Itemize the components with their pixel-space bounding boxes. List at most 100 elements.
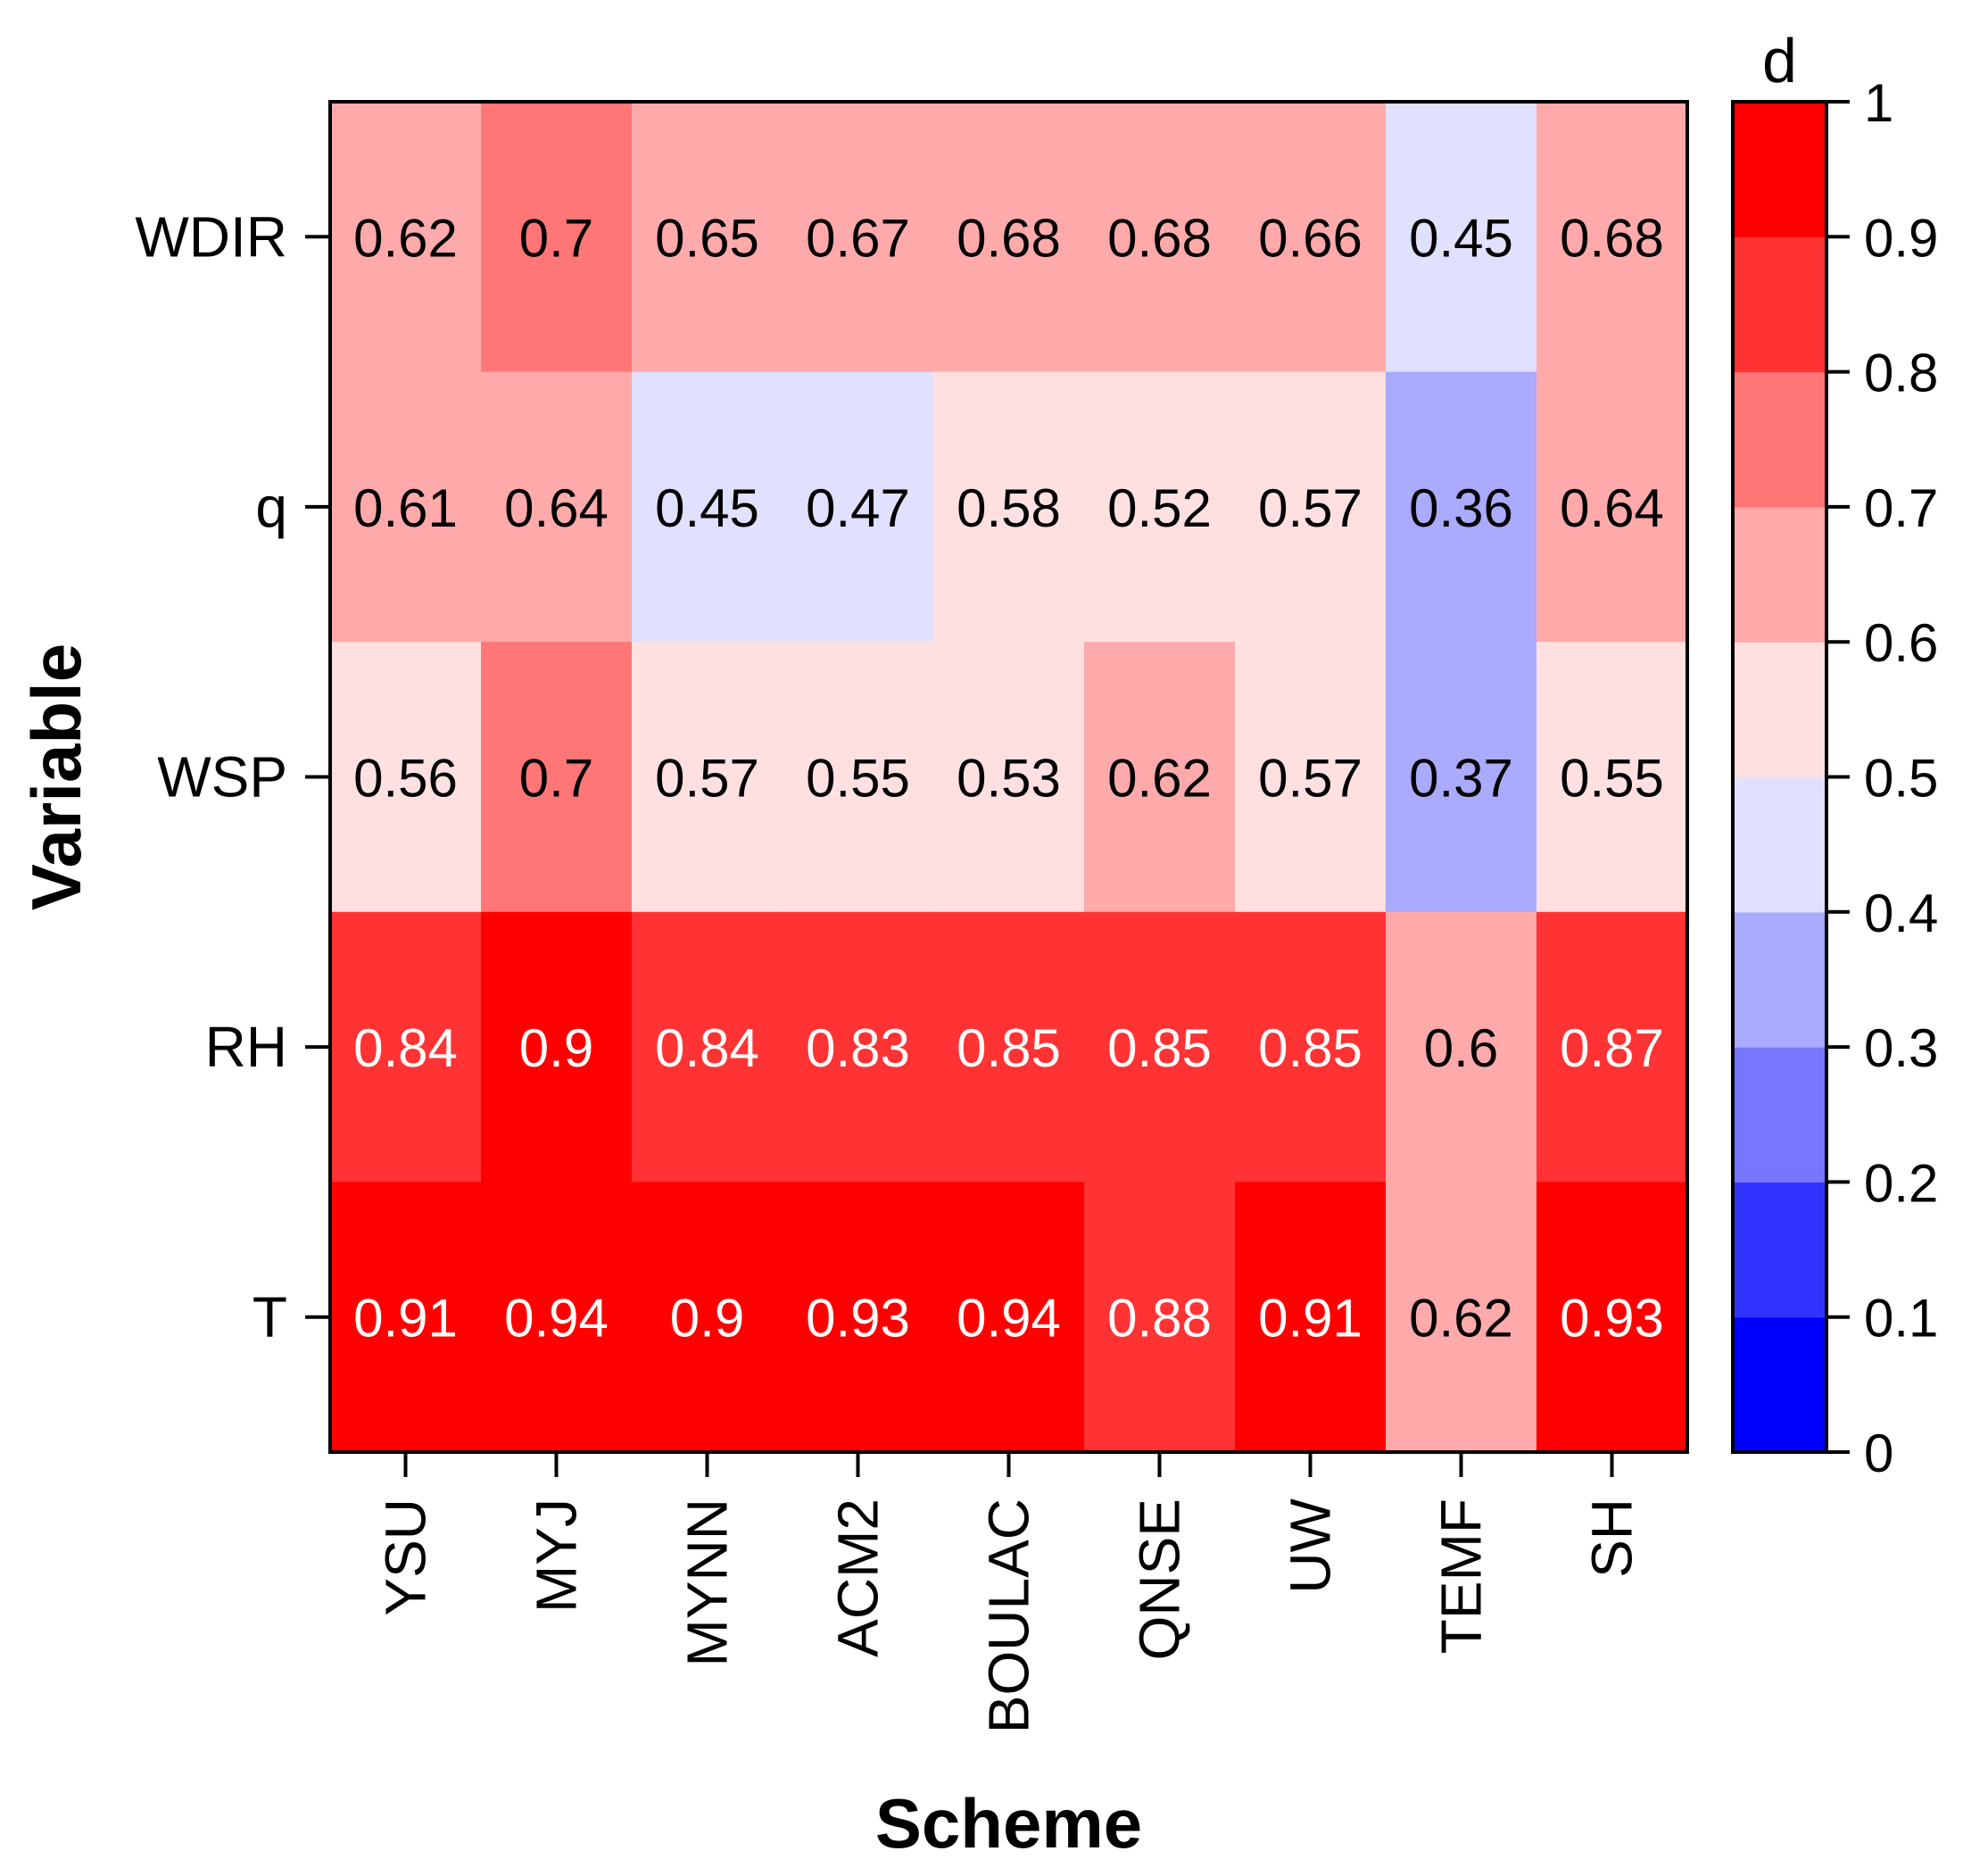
colorbar-bin [1733, 237, 1826, 373]
colorbar-tick-label: 0.7 [1864, 478, 1938, 538]
x-tick-label: MYJ [525, 1498, 589, 1613]
cell-value-label: 0.55 [806, 749, 910, 809]
heatmap-cell-labels: 0.62 0.7 0.65 0.67 0.68 0.68 0.66 0.45 0.68 0.61 0… [353, 208, 1664, 1348]
cell-value-label: 0.83 [806, 1018, 910, 1078]
colorbar [1733, 102, 1826, 1453]
heatmap-cell [1235, 371, 1387, 643]
cell-value-label: 0.88 [1107, 1289, 1212, 1349]
colorbar-bin [1733, 1182, 1826, 1318]
colorbar-tick-label: 0.4 [1864, 884, 1938, 943]
heatmap-cell [330, 102, 482, 373]
colorbar-tick-label: 0.1 [1864, 1289, 1938, 1349]
cell-value-label: 0.85 [1258, 1018, 1363, 1078]
cell-value-label: 0.67 [806, 208, 910, 268]
y-axis-title: Variable [17, 643, 95, 910]
cell-value-label: 0.94 [957, 1289, 1061, 1349]
cell-value-label: 0.6 [1424, 1018, 1498, 1078]
cell-value-label: 0.9 [670, 1289, 744, 1349]
cell-value-label: 0.62 [353, 208, 458, 268]
x-tick-label: ACM2 [826, 1498, 890, 1657]
heatmap-cell [1084, 102, 1236, 373]
heatmap-cell [1235, 642, 1387, 913]
colorbar-bin [1733, 1047, 1826, 1183]
heatmap-cell [632, 1182, 783, 1453]
heatmap-cell [783, 1182, 934, 1453]
cell-value-label: 0.45 [655, 478, 759, 538]
heatmap-cell [481, 1182, 633, 1453]
heatmap-cell [933, 102, 1085, 373]
cell-value-label: 0.36 [1409, 478, 1513, 538]
heatmap-cell [1386, 911, 1537, 1183]
heatmap-cell [632, 911, 783, 1183]
colorbar-tick-label: 0 [1864, 1424, 1893, 1483]
colorbar-bin [1733, 911, 1826, 1048]
heatmap-cell [481, 911, 633, 1183]
cell-value-label: 0.55 [1560, 749, 1664, 809]
cell-value-label: 0.62 [1107, 749, 1212, 809]
cell-value-label: 0.85 [1107, 1018, 1212, 1078]
heatmap-cell [330, 371, 482, 643]
heatmap-cell [1084, 371, 1236, 643]
colorbar-bin [1733, 371, 1826, 508]
heatmap-cell [1536, 911, 1688, 1183]
heatmap-cell [1084, 1182, 1236, 1453]
cell-value-label: 0.65 [655, 208, 759, 268]
heatmap-cell [933, 911, 1085, 1183]
cell-value-label: 0.66 [1258, 208, 1363, 268]
heatmap-cell [1235, 102, 1387, 373]
cell-value-label: 0.68 [1107, 208, 1212, 268]
heatmap-cell [632, 642, 783, 913]
colorbar-tick-label: 1 [1864, 73, 1893, 133]
heatmap-cell [1386, 642, 1537, 913]
cell-value-label: 0.57 [1258, 749, 1363, 809]
heatmap-cell [783, 642, 934, 913]
cell-value-label: 0.56 [353, 749, 458, 809]
heatmap-cell [1536, 102, 1688, 373]
x-tick-label: QNSE [1128, 1498, 1192, 1660]
colorbar-title: d [1762, 26, 1797, 95]
cell-value-label: 0.47 [806, 478, 910, 538]
x-axis: YSU MYJ MYNN ACM2 BOULAC QNSE UW TEMF SH [374, 1452, 1644, 1733]
y-tick-label: T [253, 1285, 287, 1349]
x-tick-label: BOULAC [977, 1498, 1041, 1733]
colorbar-tick-label: 0.6 [1864, 613, 1938, 673]
x-tick-label: TEMF [1429, 1498, 1494, 1654]
cell-value-label: 0.91 [1258, 1289, 1363, 1349]
heatmap-cells [330, 102, 1688, 1453]
colorbar-bin [1733, 102, 1826, 237]
heatmap-cell [481, 371, 633, 643]
heatmap-cell [1386, 102, 1537, 373]
heatmap-cell [1084, 642, 1236, 913]
colorbar-tick-label: 0.5 [1864, 749, 1938, 809]
cell-value-label: 0.7 [519, 208, 593, 268]
cell-value-label: 0.85 [957, 1018, 1061, 1078]
heatmap-cell [783, 371, 934, 643]
cell-value-label: 0.7 [519, 749, 593, 809]
cell-value-label: 0.52 [1107, 478, 1212, 538]
cell-value-label: 0.9 [519, 1018, 593, 1078]
cell-value-label: 0.37 [1409, 749, 1513, 809]
colorbar-bin [1733, 776, 1826, 913]
colorbar-tick-label: 0.2 [1864, 1153, 1938, 1213]
y-axis: WDIR q WSP RH T [135, 204, 330, 1349]
cell-value-label: 0.93 [806, 1289, 910, 1349]
heatmap-cell [481, 642, 633, 913]
heatmap-cell [1536, 1182, 1688, 1453]
heatmap-cell [1084, 911, 1236, 1183]
colorbar-tick-label: 0.9 [1864, 208, 1938, 268]
y-tick-label: WSP [157, 745, 287, 809]
heatmap-cell [330, 911, 482, 1183]
heatmap-cell [330, 1182, 482, 1453]
y-tick-label: q [255, 475, 287, 539]
heatmap-cell [632, 102, 783, 373]
x-tick-label: YSU [374, 1498, 438, 1616]
cell-value-label: 0.57 [655, 749, 759, 809]
colorbar-bin [1733, 1316, 1826, 1453]
x-tick-label: UW [1279, 1498, 1343, 1593]
cell-value-label: 0.57 [1258, 478, 1363, 538]
colorbar-tick-label: 0.3 [1864, 1018, 1938, 1078]
heatmap-cell [933, 371, 1085, 643]
x-tick-label: SH [1580, 1498, 1644, 1578]
cell-value-label: 0.68 [1560, 208, 1664, 268]
cell-value-label: 0.84 [353, 1018, 458, 1078]
